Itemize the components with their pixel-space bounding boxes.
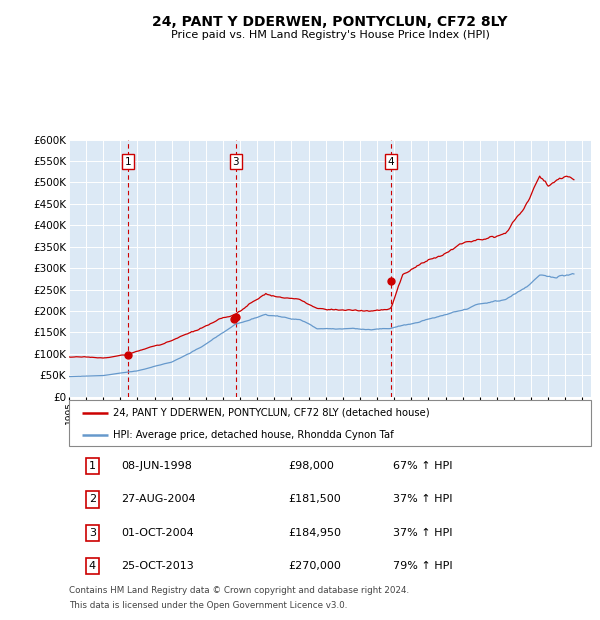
Text: £184,950: £184,950 [288, 528, 341, 538]
Text: 4: 4 [388, 157, 394, 167]
Text: 37% ↑ HPI: 37% ↑ HPI [392, 528, 452, 538]
Text: 4: 4 [89, 561, 96, 571]
Text: 37% ↑ HPI: 37% ↑ HPI [392, 495, 452, 505]
Text: 2: 2 [89, 495, 96, 505]
Text: 01-OCT-2004: 01-OCT-2004 [121, 528, 194, 538]
Text: £98,000: £98,000 [288, 461, 334, 471]
FancyBboxPatch shape [69, 400, 591, 446]
Text: Contains HM Land Registry data © Crown copyright and database right 2024.: Contains HM Land Registry data © Crown c… [69, 586, 409, 595]
Text: £181,500: £181,500 [288, 495, 341, 505]
Text: 24, PANT Y DDERWEN, PONTYCLUN, CF72 8LY: 24, PANT Y DDERWEN, PONTYCLUN, CF72 8LY [152, 16, 508, 30]
Text: 79% ↑ HPI: 79% ↑ HPI [392, 561, 452, 571]
Text: 1: 1 [125, 157, 131, 167]
Text: HPI: Average price, detached house, Rhondda Cynon Taf: HPI: Average price, detached house, Rhon… [113, 430, 394, 440]
Text: 67% ↑ HPI: 67% ↑ HPI [392, 461, 452, 471]
Text: Price paid vs. HM Land Registry's House Price Index (HPI): Price paid vs. HM Land Registry's House … [170, 30, 490, 40]
Text: 25-OCT-2013: 25-OCT-2013 [121, 561, 194, 571]
Text: This data is licensed under the Open Government Licence v3.0.: This data is licensed under the Open Gov… [69, 601, 347, 610]
Text: 1: 1 [89, 461, 96, 471]
Text: 3: 3 [233, 157, 239, 167]
Text: 08-JUN-1998: 08-JUN-1998 [121, 461, 192, 471]
Text: £270,000: £270,000 [288, 561, 341, 571]
Text: 27-AUG-2004: 27-AUG-2004 [121, 495, 196, 505]
Text: 3: 3 [89, 528, 96, 538]
Text: 24, PANT Y DDERWEN, PONTYCLUN, CF72 8LY (detached house): 24, PANT Y DDERWEN, PONTYCLUN, CF72 8LY … [113, 408, 430, 418]
